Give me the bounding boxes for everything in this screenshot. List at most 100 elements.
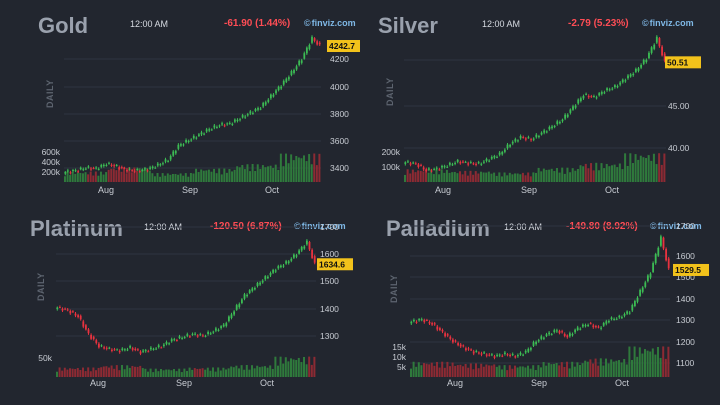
candle-body [662, 237, 665, 249]
volume-bar [519, 366, 522, 377]
volume-bar [56, 371, 58, 377]
volume-bar [238, 167, 241, 182]
candle-body [550, 334, 553, 336]
candle-body [451, 164, 454, 166]
volume-bar [415, 366, 418, 377]
silver-chart-panel[interactable]: Silver 12:00 AM -2.79 (5.23%) ©finviz.co… [360, 0, 720, 202]
candle-body [464, 348, 467, 351]
platinum-chart-panel[interactable]: Platinum 12:00 AM -120.50 (6.87%) ©finvi… [0, 203, 360, 405]
volume-bar [466, 175, 469, 182]
candle-body [262, 102, 265, 107]
volume-bar [310, 364, 313, 377]
candle-body [561, 119, 564, 122]
price-tick-label: 1200 [676, 337, 695, 347]
volume-bar [187, 176, 190, 182]
price-tick-label: 1400 [320, 304, 339, 314]
volume-bar [423, 363, 425, 377]
volume-bar [634, 154, 637, 182]
volume-bar [264, 366, 266, 377]
volume-bar [590, 163, 593, 182]
chart-source[interactable]: ©finviz.com [642, 18, 694, 28]
volume-bar [205, 170, 208, 182]
volume-bar [555, 362, 558, 377]
candle-body [295, 66, 298, 70]
chart-source[interactable]: ©finviz.com [304, 18, 356, 28]
last-price-tag [317, 258, 353, 271]
volume-bar [204, 369, 207, 377]
candle-body [227, 316, 230, 322]
candle-body [542, 337, 545, 339]
volume-bar [655, 164, 658, 182]
volume-bar [503, 172, 506, 182]
volume-bar [459, 171, 462, 182]
volume-bar [581, 363, 584, 377]
volume-bar [498, 365, 501, 377]
candle-body [514, 139, 517, 142]
candle-body [652, 263, 655, 272]
candle-body [420, 164, 422, 166]
candle-body [558, 122, 561, 124]
volume-bar [594, 358, 597, 377]
candle-body [313, 256, 316, 263]
volume-bar [592, 170, 595, 182]
volume-bar [308, 356, 311, 377]
chart-source[interactable]: ©finviz.com [294, 221, 346, 231]
volume-bar [300, 362, 303, 377]
volume-bar [297, 357, 300, 377]
volume-bar [615, 360, 618, 377]
volume-bar [152, 372, 155, 377]
volume-bar [651, 348, 654, 377]
candle-body [64, 172, 67, 174]
candle-body [154, 167, 157, 169]
chart-time: 12:00 AM [482, 19, 521, 29]
volume-bar [511, 368, 514, 377]
candle-body [568, 333, 571, 337]
candle-body [600, 327, 603, 329]
candle-body [480, 353, 483, 355]
volume-bar [446, 361, 449, 377]
candle-body [540, 336, 543, 339]
volume-bar [179, 173, 182, 182]
gold-chart-panel[interactable]: Gold 12:00 AM -61.90 (1.44%) ©finviz.com… [0, 0, 360, 202]
candle-body [305, 240, 308, 245]
volume-bar [118, 370, 121, 377]
volume-bar [532, 172, 535, 182]
candle-body [272, 269, 275, 273]
candle-body [634, 68, 637, 72]
candle-body [102, 164, 105, 167]
volume-bar [128, 167, 131, 182]
candle-body [425, 320, 428, 322]
last-price-label: 1634.6 [319, 259, 345, 269]
candle-body [292, 254, 295, 258]
candle-body [213, 125, 216, 128]
volume-bar [76, 172, 79, 182]
volume-bar [97, 175, 100, 182]
volume-bar [469, 363, 472, 377]
volume-bar [69, 368, 71, 377]
candle-body [167, 160, 169, 162]
volume-bar [74, 173, 77, 182]
volume-bar [82, 367, 84, 377]
candle-body [196, 335, 199, 337]
volume-bar [610, 165, 613, 182]
volume-bar [292, 160, 295, 182]
volume-bar [269, 165, 272, 182]
candle-body [475, 351, 478, 353]
candle-body [95, 167, 98, 169]
volume-bar [495, 175, 498, 182]
volume-bar [493, 364, 496, 377]
volume-bar [277, 365, 279, 377]
volume-bar [542, 168, 545, 182]
volume-bar [61, 370, 64, 377]
palladium-chart-panel[interactable]: Palladium 12:00 AM -149.80 (8.92%) ©finv… [360, 203, 720, 405]
volume-bar [76, 368, 79, 377]
candle-body [287, 261, 290, 264]
candle-body [147, 351, 150, 353]
volume-bar [313, 153, 316, 182]
volume-bar [233, 169, 236, 182]
volume-bar [161, 173, 164, 182]
candle-body [590, 96, 593, 98]
candle-body [180, 144, 182, 146]
volume-bar [461, 174, 464, 182]
